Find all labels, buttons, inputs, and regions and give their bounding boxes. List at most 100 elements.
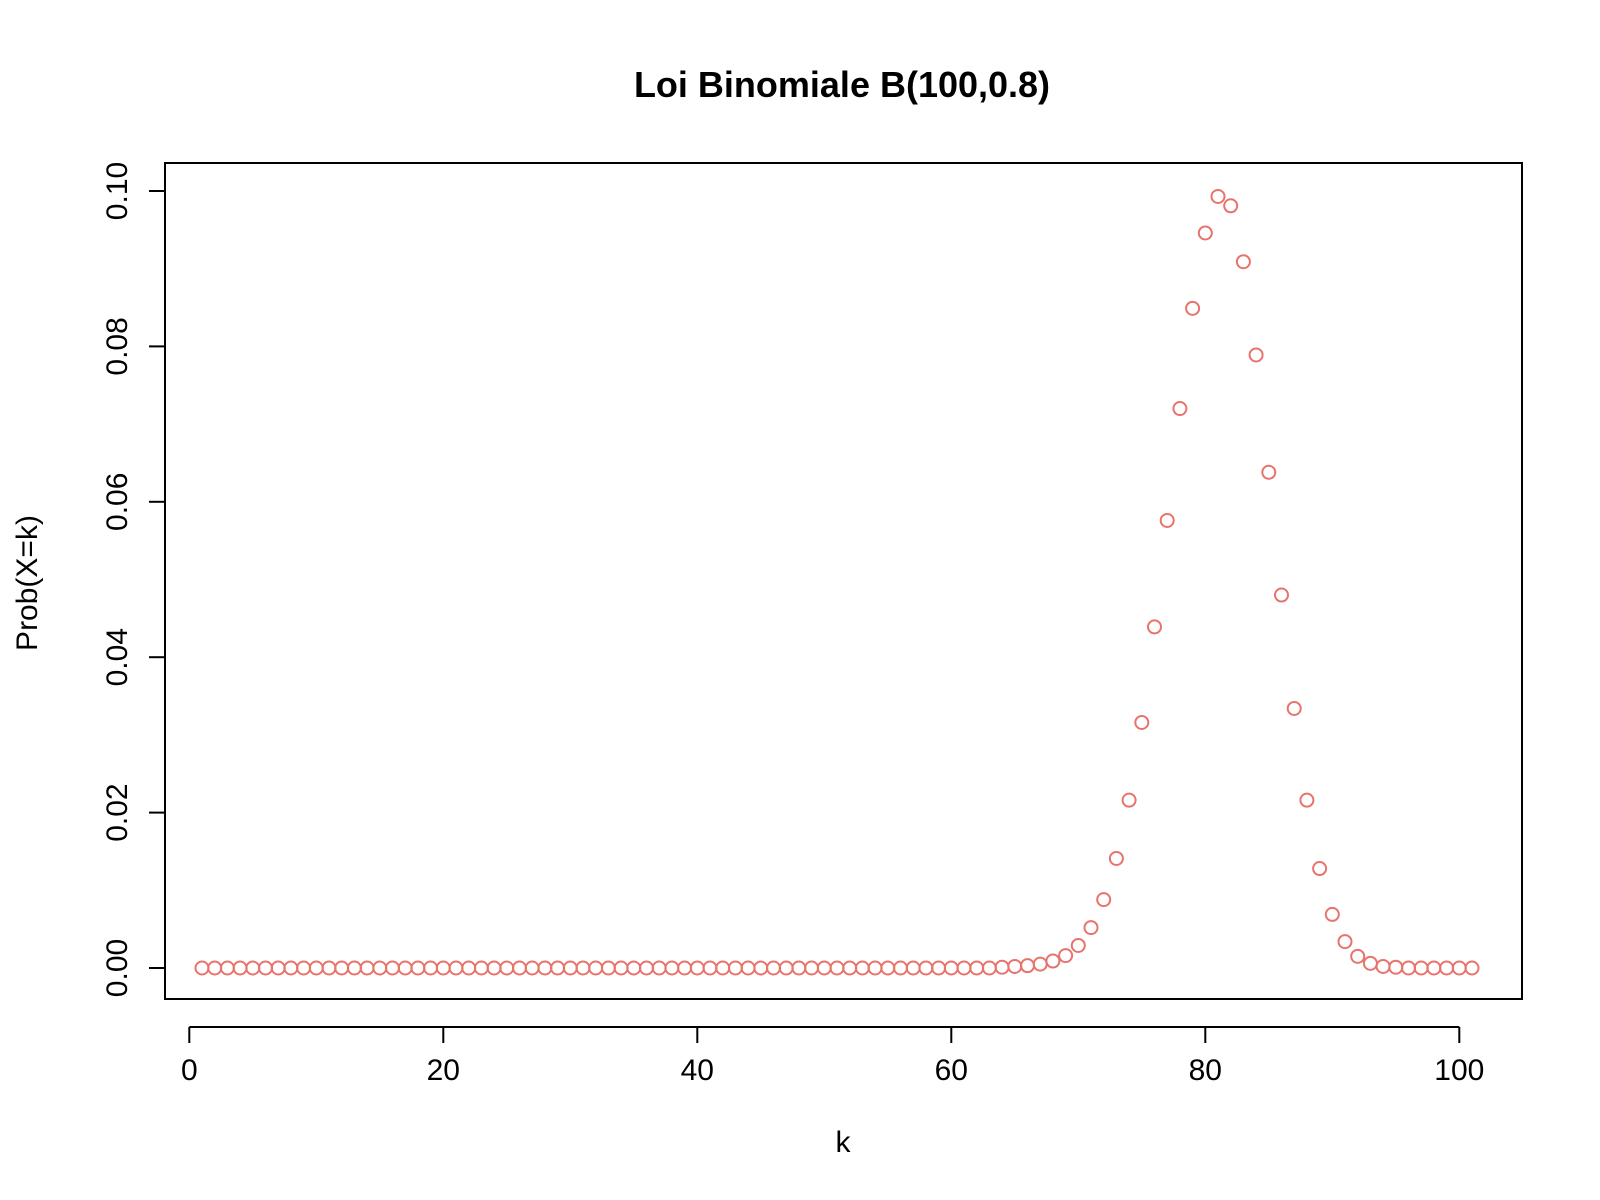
data-point [1248, 347, 1264, 363]
data-point [943, 960, 959, 976]
y-tick-label: 0.06 [101, 473, 134, 531]
data-point [1464, 960, 1480, 976]
data-point [1223, 198, 1239, 214]
y-tick-label: 0.04 [101, 628, 134, 686]
y-tick-label: 0.08 [101, 317, 134, 375]
data-point [537, 960, 553, 976]
data-point [727, 960, 743, 976]
data-point [994, 959, 1010, 975]
data-point [512, 960, 527, 976]
data-point [893, 960, 908, 976]
data-point [1388, 959, 1404, 975]
data-point [296, 960, 312, 976]
data-point [1261, 464, 1277, 480]
data-point [1337, 934, 1353, 950]
data-point [270, 960, 286, 976]
data-point [245, 960, 261, 976]
data-point [219, 960, 235, 976]
data-point [981, 960, 997, 976]
data-point [1426, 960, 1442, 976]
data-point [1274, 587, 1289, 603]
data-point [1197, 225, 1213, 241]
data-point [194, 960, 210, 976]
data-point [448, 960, 464, 976]
data-point [639, 960, 654, 976]
data-point [816, 960, 832, 976]
data-point [410, 960, 426, 976]
data-point [1121, 792, 1137, 808]
data-point [1413, 960, 1429, 976]
data-point [359, 960, 375, 976]
data-point [842, 960, 858, 976]
data-point [956, 960, 972, 976]
x-tick-label: 60 [935, 1054, 968, 1087]
x-tick-label: 0 [181, 1054, 198, 1087]
data-point [461, 960, 477, 976]
data-point [829, 960, 845, 976]
data-point [1375, 958, 1391, 974]
data-point [1108, 850, 1124, 866]
data-point [397, 960, 413, 976]
x-tick-label: 100 [1434, 1054, 1484, 1087]
y-axis: 0.00 0.02 0.04 0.06 0.08 0.10 [101, 162, 166, 997]
data-point [207, 960, 223, 976]
data-point [486, 960, 502, 976]
plot-frame [164, 162, 1523, 1000]
data-point [880, 960, 896, 976]
y-tick-label: 0.02 [101, 783, 134, 841]
data-point [423, 960, 439, 976]
x-axis-label: k [836, 1126, 852, 1159]
data-point [1159, 512, 1175, 528]
data-point [1070, 937, 1086, 953]
data-point [1362, 955, 1378, 971]
data-point [778, 960, 794, 976]
data-point [804, 960, 820, 976]
data-point [664, 960, 680, 976]
data-point [372, 960, 388, 976]
data-point [258, 960, 273, 976]
y-tick-label: 0.00 [101, 939, 134, 997]
data-point [1007, 958, 1023, 974]
data-point [651, 960, 667, 976]
data-point [1147, 619, 1162, 635]
x-tick-label: 20 [427, 1054, 460, 1087]
data-point [1045, 953, 1061, 969]
data-point [1350, 948, 1366, 964]
data-point [905, 960, 921, 976]
data-point [1210, 188, 1226, 204]
data-point [435, 960, 451, 976]
data-point [1439, 960, 1455, 976]
data-points [194, 188, 1480, 976]
y-tick-label: 0.10 [101, 162, 134, 220]
data-point [1312, 861, 1328, 877]
data-point [575, 960, 591, 976]
data-point [1235, 254, 1251, 270]
x-tick-label: 80 [1189, 1054, 1222, 1087]
data-point [334, 960, 350, 976]
data-point [918, 960, 934, 976]
data-point [1172, 401, 1188, 417]
data-point [1286, 700, 1302, 716]
data-point [931, 960, 947, 976]
data-point [689, 960, 705, 976]
data-point [562, 960, 578, 976]
data-point [524, 960, 540, 976]
data-point [499, 960, 515, 976]
data-point [1096, 892, 1112, 908]
x-tick-label: 40 [681, 1054, 714, 1087]
data-point [308, 960, 324, 976]
data-point [1083, 920, 1099, 936]
data-point [232, 960, 248, 976]
data-point [1299, 792, 1315, 808]
data-point [1020, 958, 1035, 974]
data-point [1185, 300, 1201, 316]
data-point [1401, 960, 1416, 976]
chart-title: Loi Binomiale B(100,0.8) [634, 64, 1050, 105]
data-point [753, 960, 769, 976]
data-point [321, 960, 337, 976]
data-point [626, 960, 642, 976]
data-point [702, 960, 718, 976]
data-point [715, 960, 731, 976]
data-point [385, 960, 400, 976]
